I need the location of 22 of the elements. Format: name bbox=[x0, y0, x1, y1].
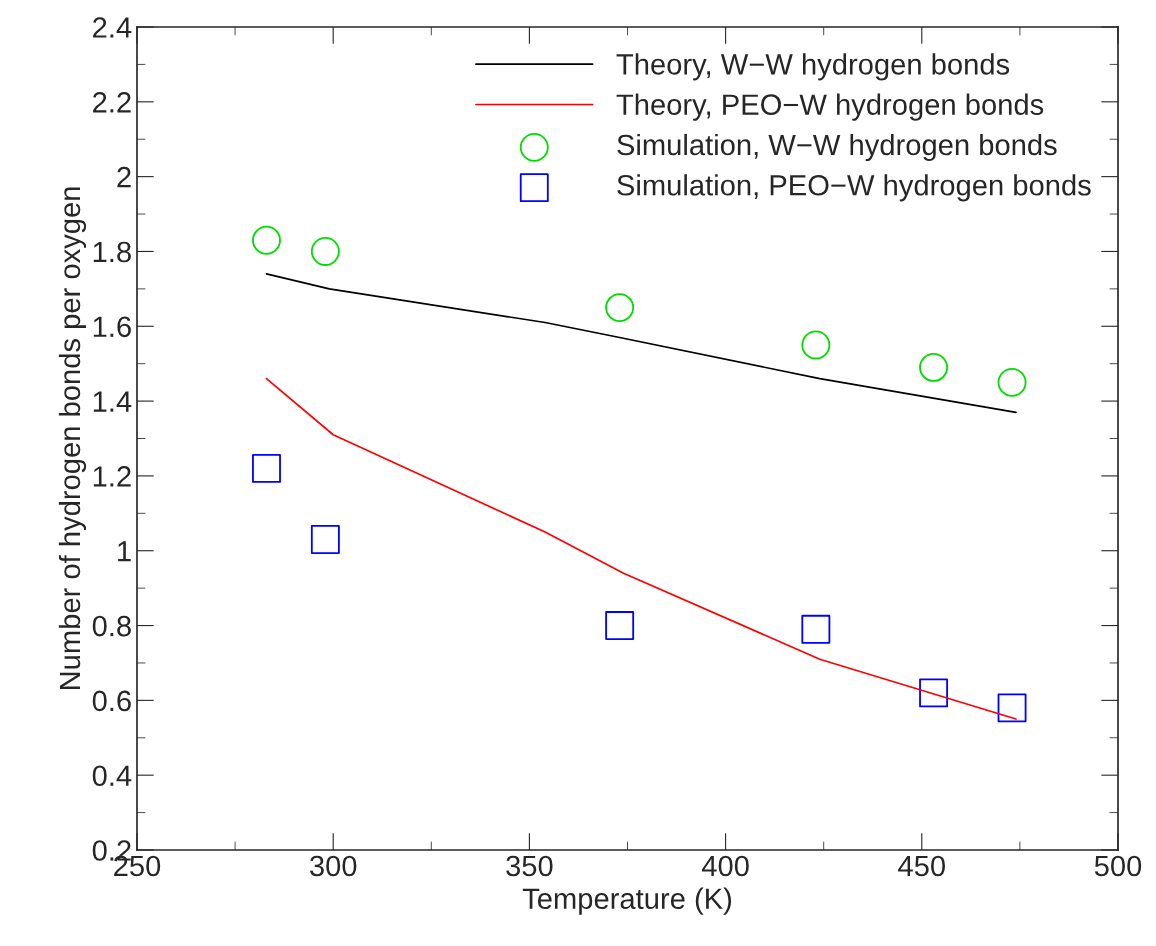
x-tick-label: 400 bbox=[701, 855, 749, 877]
y-tick-label: 1.6 bbox=[93, 316, 131, 338]
y-axis-title: Number of hydrogen bonds per oxygen bbox=[58, 187, 87, 690]
legend-label: Simulation, W−W hydrogen bonds bbox=[617, 133, 1057, 162]
legend-label: Theory, PEO−W hydrogen bonds bbox=[616, 93, 1044, 121]
x-tick-label: 350 bbox=[506, 855, 553, 877]
y-tick-label: 1.4 bbox=[93, 391, 132, 412]
x-tick-label: 450 bbox=[898, 855, 945, 877]
x-axis-title: Temperature (K) bbox=[522, 887, 732, 915]
y-tick-label: 1.8 bbox=[93, 241, 131, 263]
y-tick-label: 0.8 bbox=[92, 615, 131, 637]
y-tick-label: 2 bbox=[117, 166, 131, 188]
legend-label: Simulation, PEO−W hydrogen bonds bbox=[617, 174, 1091, 202]
y-tick-label: 2.2 bbox=[93, 92, 131, 113]
y-tick-label: 0.4 bbox=[92, 765, 132, 787]
y-tick-label: 1 bbox=[118, 541, 131, 562]
legend-label: Theory, W−W hydrogen bonds bbox=[616, 53, 1010, 81]
y-tick-label: 0.6 bbox=[92, 690, 131, 712]
x-tick-label: 500 bbox=[1094, 855, 1142, 877]
y-tick-label: 1.2 bbox=[93, 466, 131, 487]
x-tick-label: 300 bbox=[309, 855, 357, 877]
y-tick-label: 2.4 bbox=[93, 17, 132, 38]
